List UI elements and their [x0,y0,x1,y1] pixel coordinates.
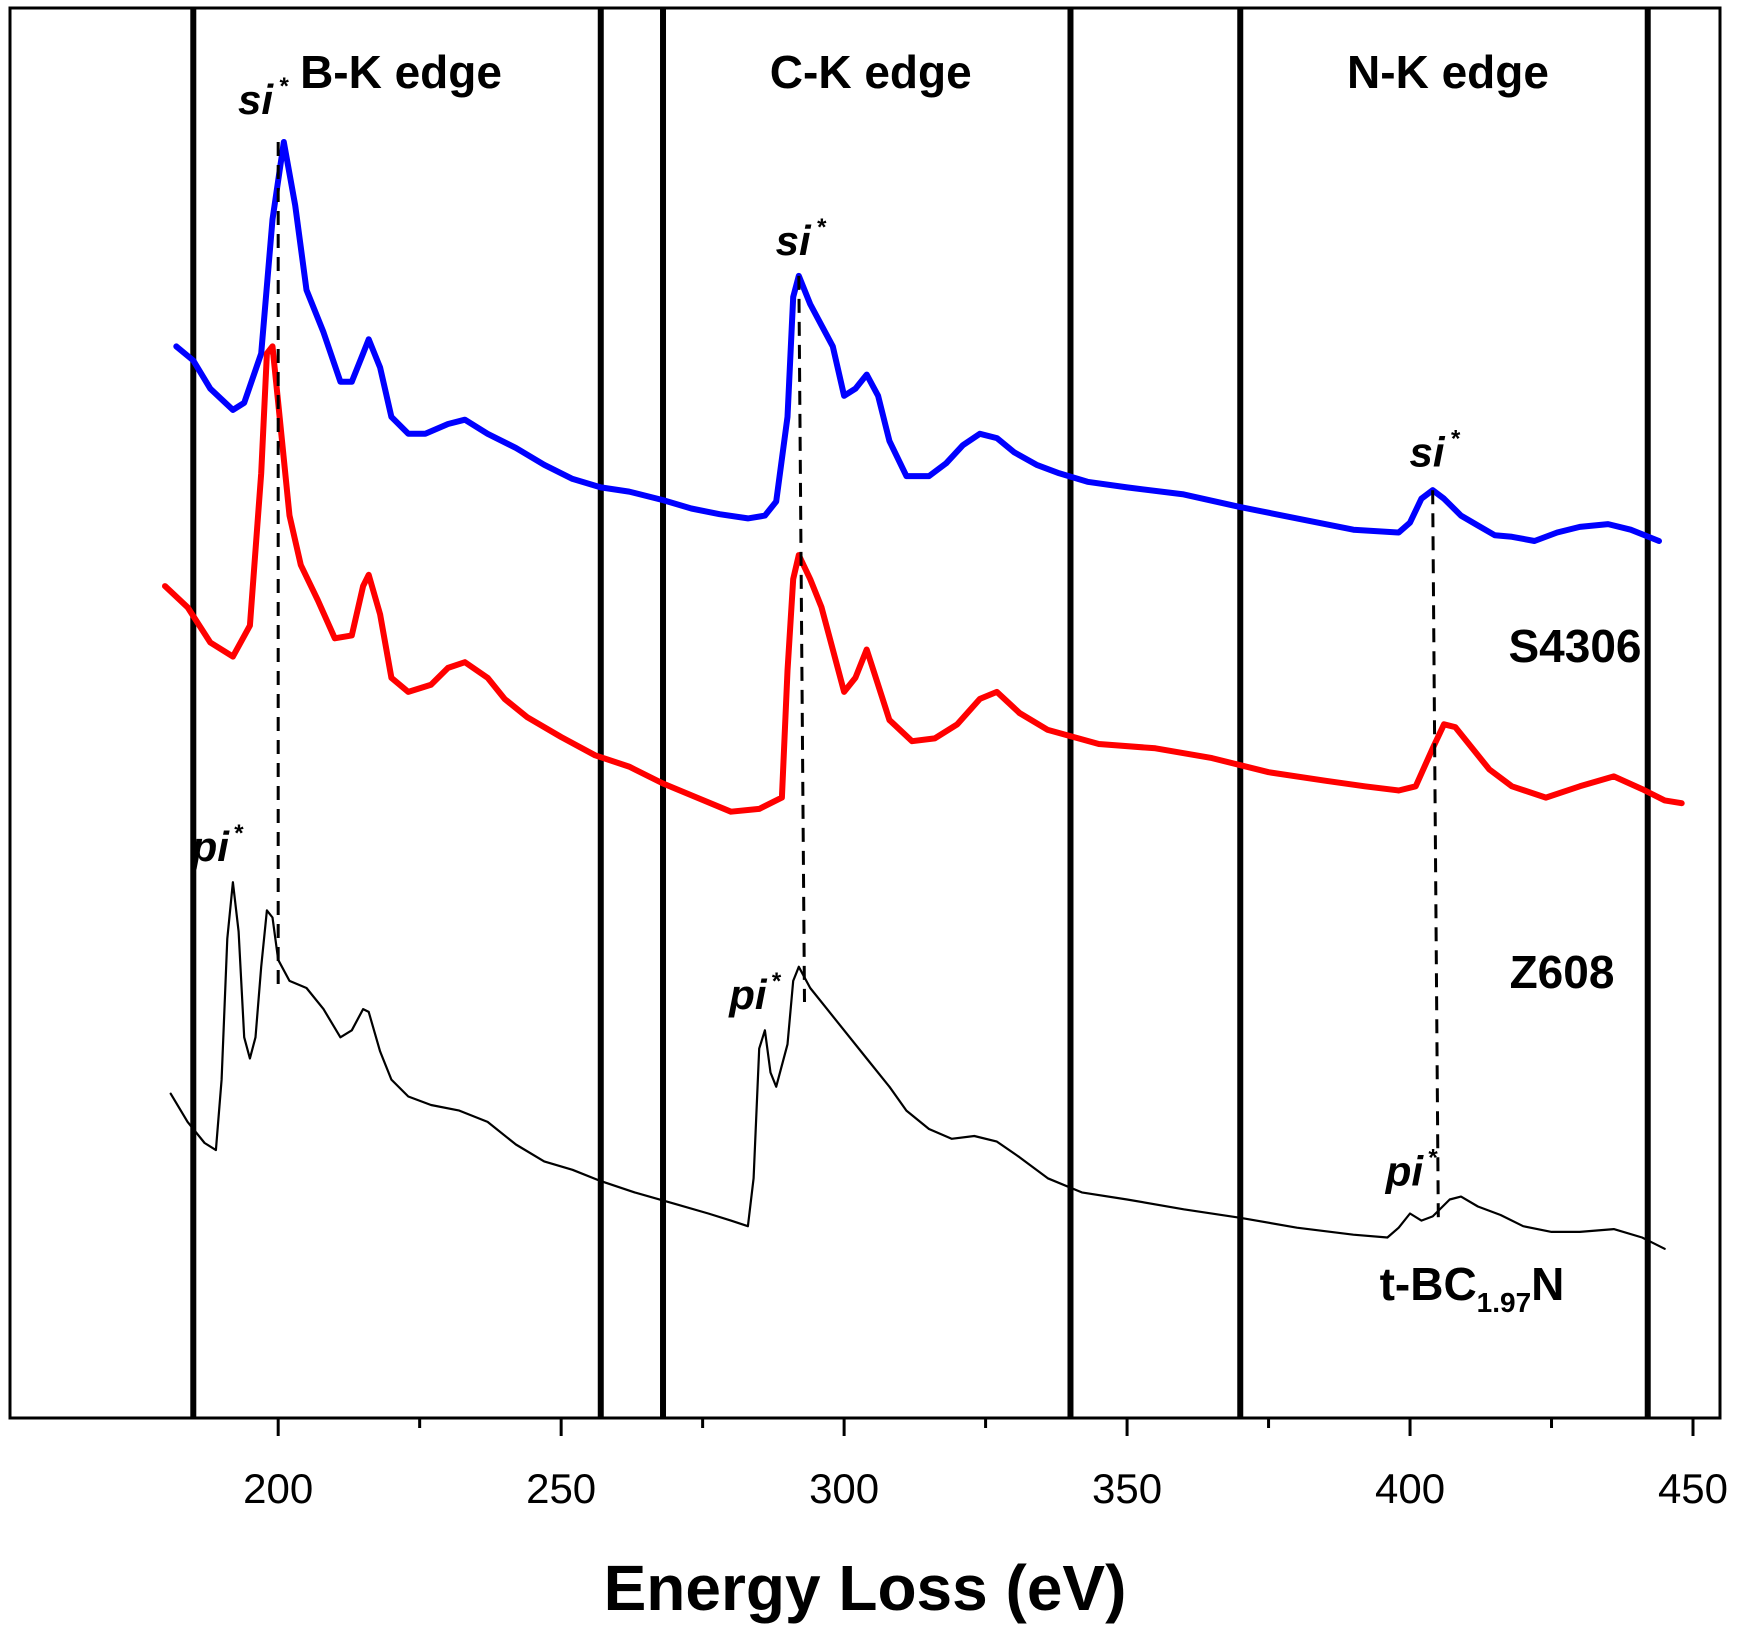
peak-guide-dashed-line [1431,490,1440,1221]
sample-label: S4306 [1508,620,1641,672]
sample-label-subscript: 1.97 [1477,1287,1532,1318]
peak-annotation-label: si [238,76,274,123]
sample-label: Z608 [1510,946,1615,998]
edge-region-label: C-K edge [770,46,972,98]
peak-annotation-label: si [1409,428,1445,475]
series-line-s4306 [173,139,1662,544]
peak-guide-dashed-line [797,275,806,1003]
peak-annotation-superscript: * [234,820,244,847]
peak-annotation-label: si [776,217,812,264]
sample-label: t-BC1.97N [1380,1258,1565,1318]
peak-annotation-superscript: * [1451,425,1461,452]
sample-label-tail: N [1531,1258,1564,1310]
peak-annotation-superscript: * [817,214,827,241]
plot-frame [8,6,1722,1420]
peak-annotation-label: pi [191,823,231,870]
edge-region-label: N-K edge [1347,46,1549,98]
x-tick-label: 300 [809,1465,879,1512]
peak-annotation-label: pi [1385,1147,1425,1194]
sample-label-base: t-BC [1380,1258,1477,1310]
x-tick-label: 200 [243,1465,313,1512]
x-tick-label: 250 [526,1465,596,1512]
peak-annotation-superscript: * [280,73,290,100]
peak-annotation-label: pi [728,971,768,1018]
series-line-z608 [162,343,1685,815]
x-tick-label: 450 [1658,1465,1728,1512]
series-line-t-bc1-97n [169,881,1666,1250]
peak-annotation-superscript: * [1428,1144,1438,1171]
peak-annotation-superscript: * [772,968,782,995]
x-tick-label: 350 [1092,1465,1162,1512]
x-axis-title: Energy Loss (eV) [604,1552,1127,1624]
edge-region-label: B-K edge [300,46,502,98]
x-tick-label: 400 [1375,1465,1445,1512]
